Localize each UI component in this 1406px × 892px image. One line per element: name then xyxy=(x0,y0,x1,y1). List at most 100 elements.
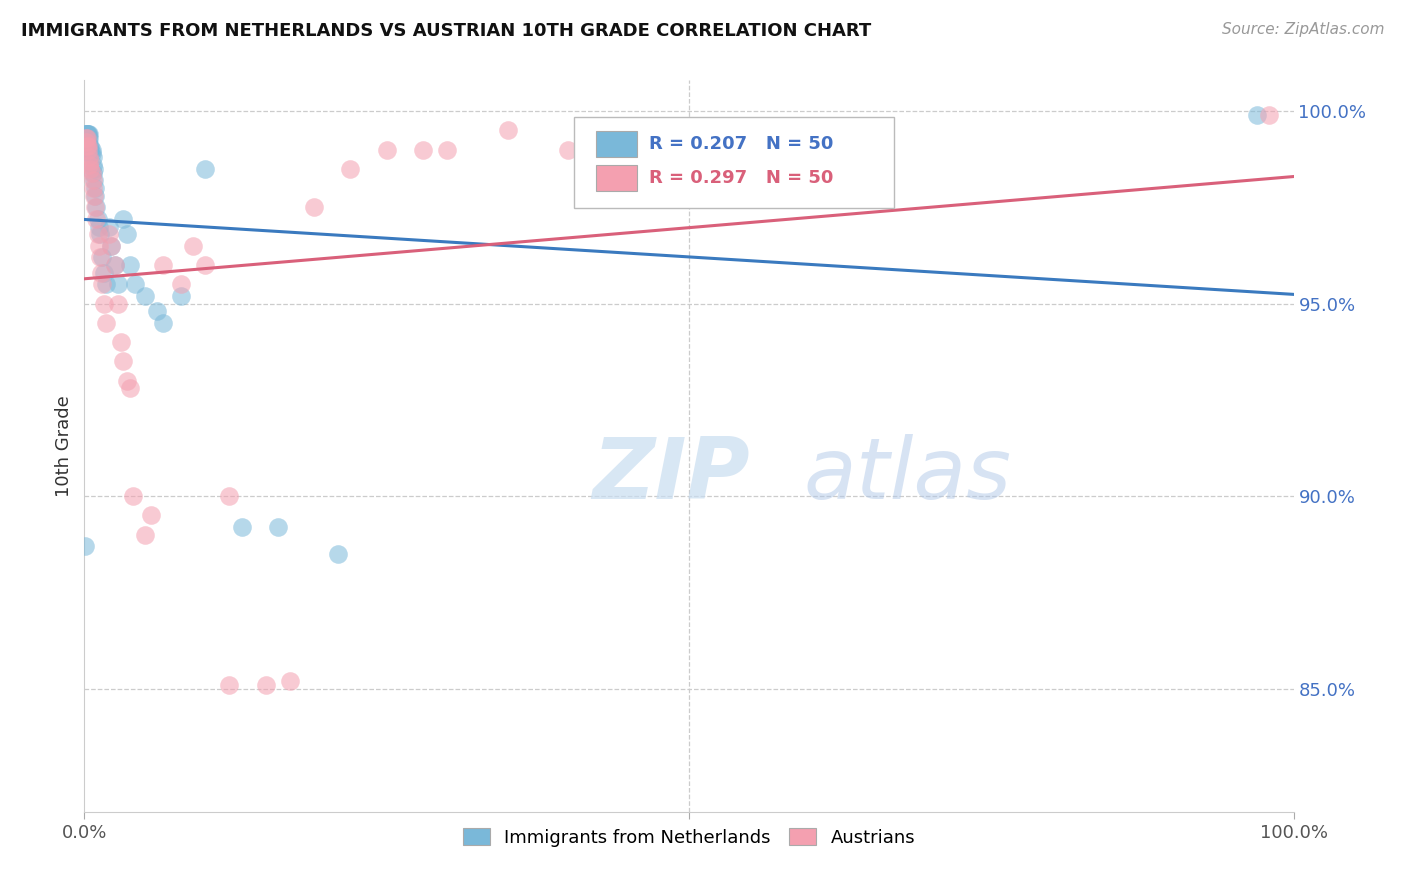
Point xyxy=(79,138,101,153)
Point xyxy=(94,277,117,292)
Point xyxy=(120,258,142,272)
Point xyxy=(82,150,104,164)
Point xyxy=(170,277,193,292)
Text: R = 0.297   N = 50: R = 0.297 N = 50 xyxy=(650,169,834,187)
Point xyxy=(75,135,97,149)
Point xyxy=(146,304,169,318)
Point xyxy=(76,138,98,153)
Point xyxy=(139,508,162,523)
Point xyxy=(86,211,108,226)
Point xyxy=(86,200,108,214)
Point xyxy=(75,127,97,141)
Point xyxy=(83,188,105,202)
Point xyxy=(82,158,104,172)
Point xyxy=(82,173,104,187)
Point xyxy=(75,127,97,141)
Point xyxy=(84,200,107,214)
Point xyxy=(77,131,100,145)
Point xyxy=(76,127,98,141)
Point xyxy=(79,146,101,161)
Point xyxy=(1246,108,1268,122)
Point xyxy=(86,211,108,226)
Point xyxy=(436,143,458,157)
Point xyxy=(231,520,253,534)
Point xyxy=(75,539,97,553)
Point xyxy=(194,258,217,272)
Point xyxy=(121,489,143,503)
Point xyxy=(181,239,204,253)
FancyBboxPatch shape xyxy=(596,131,637,157)
Point xyxy=(77,143,100,157)
Point xyxy=(83,161,105,176)
Point xyxy=(77,158,100,172)
Point xyxy=(79,161,101,176)
Point xyxy=(77,127,100,141)
Point xyxy=(79,154,101,169)
Point xyxy=(89,227,111,242)
Point xyxy=(77,150,100,164)
Point xyxy=(77,127,100,141)
Point xyxy=(218,489,240,503)
Point xyxy=(107,296,129,310)
Point xyxy=(76,131,98,145)
Point xyxy=(124,277,146,292)
FancyBboxPatch shape xyxy=(574,117,894,209)
Point xyxy=(152,316,174,330)
Point xyxy=(76,131,98,145)
Point xyxy=(93,296,115,310)
Point xyxy=(339,161,361,176)
Point xyxy=(170,289,193,303)
Point xyxy=(77,138,100,153)
Point xyxy=(94,316,117,330)
Point xyxy=(93,266,115,280)
Point xyxy=(557,143,579,157)
Point xyxy=(84,188,107,202)
Point xyxy=(79,143,101,157)
Point xyxy=(80,143,103,157)
Point xyxy=(100,239,122,253)
Point xyxy=(75,131,97,145)
Point xyxy=(77,135,100,149)
Point xyxy=(218,678,240,692)
Point xyxy=(302,200,325,214)
Point xyxy=(84,181,107,195)
Point xyxy=(328,547,350,561)
Point xyxy=(152,258,174,272)
Text: atlas: atlas xyxy=(804,434,1012,516)
Point xyxy=(112,211,135,226)
Point xyxy=(194,161,217,176)
Point xyxy=(120,381,142,395)
Point xyxy=(254,678,277,692)
Point xyxy=(83,173,105,187)
Point xyxy=(80,146,103,161)
Point xyxy=(87,219,110,234)
Text: R = 0.207   N = 50: R = 0.207 N = 50 xyxy=(650,135,834,153)
Point xyxy=(104,258,127,272)
Text: Source: ZipAtlas.com: Source: ZipAtlas.com xyxy=(1222,22,1385,37)
Point xyxy=(115,374,138,388)
Legend: Immigrants from Netherlands, Austrians: Immigrants from Netherlands, Austrians xyxy=(456,821,922,854)
Point xyxy=(91,277,114,292)
Point xyxy=(375,143,398,157)
Point xyxy=(100,239,122,253)
Point xyxy=(80,166,103,180)
Point xyxy=(104,258,127,272)
Point xyxy=(97,219,120,234)
FancyBboxPatch shape xyxy=(596,165,637,192)
Text: ZIP: ZIP xyxy=(592,434,749,516)
Point xyxy=(91,251,114,265)
Point xyxy=(110,334,132,349)
Point xyxy=(134,527,156,541)
Point xyxy=(107,277,129,292)
Point xyxy=(267,520,290,534)
Point xyxy=(77,138,100,153)
Text: IMMIGRANTS FROM NETHERLANDS VS AUSTRIAN 10TH GRADE CORRELATION CHART: IMMIGRANTS FROM NETHERLANDS VS AUSTRIAN … xyxy=(21,22,872,40)
Point xyxy=(97,227,120,242)
Point xyxy=(76,127,98,141)
Point xyxy=(82,181,104,195)
Point xyxy=(115,227,138,242)
Point xyxy=(77,127,100,141)
Point xyxy=(1258,108,1281,122)
Point xyxy=(89,251,111,265)
Point xyxy=(86,227,108,242)
